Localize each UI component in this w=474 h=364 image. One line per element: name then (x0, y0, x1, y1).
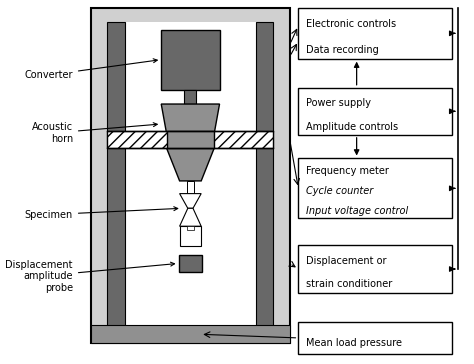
Bar (108, 22, 125, 329)
Bar (108, 131, 273, 148)
Text: Mean load pressure: Mean load pressure (306, 338, 402, 348)
Bar (298, 88, 452, 135)
Text: Converter: Converter (24, 59, 157, 80)
Text: Acoustic
horn: Acoustic horn (32, 122, 157, 144)
Bar (186, 181, 194, 194)
Text: Specimen: Specimen (25, 207, 178, 219)
Bar (298, 245, 452, 293)
Text: Frequency meter: Frequency meter (306, 166, 389, 177)
Text: Amplitude controls: Amplitude controls (306, 122, 398, 132)
Bar (91, 325, 290, 343)
Polygon shape (161, 104, 219, 146)
Text: Data recording: Data recording (306, 45, 379, 55)
Bar (184, 90, 196, 104)
Polygon shape (167, 148, 214, 181)
Text: Input voltage control: Input voltage control (306, 206, 409, 216)
Text: Cycle counter: Cycle counter (306, 186, 374, 196)
Bar (161, 30, 219, 90)
Bar (180, 226, 201, 246)
Bar (179, 255, 202, 272)
Bar (167, 131, 214, 148)
Bar (298, 322, 452, 354)
Text: Electronic controls: Electronic controls (306, 19, 396, 29)
Bar (108, 22, 273, 329)
Bar (256, 22, 273, 329)
Bar (91, 8, 290, 343)
Polygon shape (180, 208, 201, 226)
Polygon shape (180, 194, 201, 208)
Text: Displacement
amplitude
probe: Displacement amplitude probe (5, 260, 174, 293)
Bar (187, 226, 194, 230)
Text: Displacement or: Displacement or (306, 256, 387, 266)
Text: strain conditioner: strain conditioner (306, 279, 392, 289)
Bar (298, 158, 452, 218)
Text: Power supply: Power supply (306, 98, 371, 108)
Bar (298, 8, 452, 59)
